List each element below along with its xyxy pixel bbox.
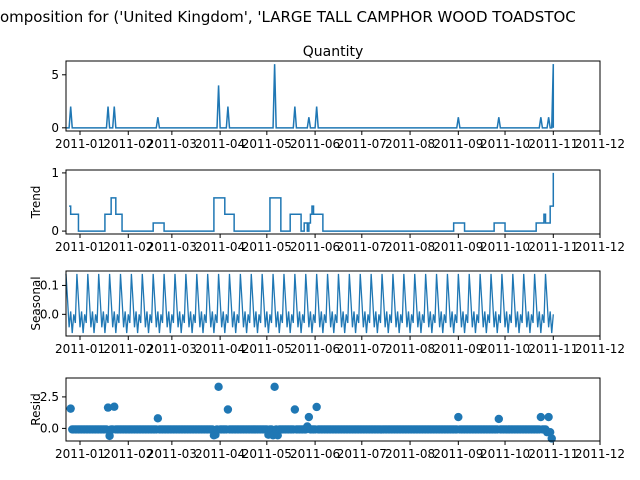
- subplot-2: Trend012011-012011-022011-032011-042011-…: [29, 166, 625, 254]
- y-tick-label: 0.0: [40, 307, 59, 321]
- plot-frame: [65, 377, 601, 442]
- scatter-point: [545, 427, 555, 437]
- y-tick-label: 0: [51, 121, 59, 135]
- x-tick-label: 2011-09: [433, 137, 483, 151]
- x-tick-label: 2011-08: [385, 447, 435, 461]
- scatter-point: [110, 402, 119, 411]
- x-tick-label: 2011-12: [575, 240, 625, 254]
- x-tick-label: 2011-01: [55, 240, 105, 254]
- x-tick-label: 2011-06: [290, 240, 340, 254]
- x-tick-label: 2011-12: [575, 447, 625, 461]
- x-tick-label: 2011-05: [242, 342, 292, 356]
- plot-frame: [65, 169, 601, 235]
- scatter-point: [536, 412, 546, 422]
- y-tick-label: 1: [51, 166, 59, 180]
- series-line: [69, 172, 555, 232]
- scatter-point: [312, 402, 321, 412]
- subplot-1: Quantity052011-012011-022011-032011-0420…: [51, 44, 625, 151]
- x-tick-label: 2011-04: [195, 447, 245, 461]
- x-tick-label: 2011-12: [575, 342, 625, 356]
- x-tick-label: 2011-09: [433, 240, 483, 254]
- y-axis-label: Resid: [29, 393, 43, 425]
- x-tick-label: 2011-07: [337, 240, 387, 254]
- x-tick-label: 2011-03: [147, 342, 197, 356]
- y-tick-label: 0.1: [40, 278, 59, 292]
- x-tick-label: 2011-11: [528, 240, 578, 254]
- subplot-4: Resid0.02.52011-012011-022011-032011-042…: [29, 377, 625, 461]
- x-tick-label: 2011-10: [480, 447, 530, 461]
- x-tick-label: 2011-05: [242, 137, 292, 151]
- scatter-point: [214, 382, 223, 392]
- series-line: [65, 273, 554, 334]
- x-tick-label: 2011-08: [385, 240, 435, 254]
- x-tick-label: 2011-03: [147, 447, 197, 461]
- scatter-point: [270, 382, 279, 392]
- y-tick-label: 0: [51, 224, 59, 238]
- y-axis-label: Trend: [29, 186, 43, 220]
- x-tick-label: 2011-02: [103, 240, 153, 254]
- x-tick-label: 2011-11: [528, 447, 578, 461]
- x-tick-label: 2011-09: [433, 447, 483, 461]
- x-tick-label: 2011-02: [103, 137, 153, 151]
- series-line: [66, 64, 555, 129]
- x-tick-label: 2011-01: [55, 137, 105, 151]
- x-tick-label: 2011-06: [290, 342, 340, 356]
- scatter-point: [494, 414, 504, 424]
- scatter-point: [304, 412, 314, 422]
- x-tick-label: 2011-07: [337, 447, 387, 461]
- y-tick-label: 2.5: [40, 390, 59, 404]
- scatter-point: [153, 414, 163, 423]
- x-tick-label: 2011-06: [290, 447, 340, 461]
- x-tick-label: 2011-05: [242, 240, 292, 254]
- subplot-title: Quantity: [303, 44, 364, 60]
- x-tick-label: 2011-05: [242, 447, 292, 461]
- plot-frame: [65, 270, 601, 337]
- scatter-point: [223, 405, 233, 414]
- scatter-point: [66, 404, 75, 413]
- x-tick-label: 2011-12: [575, 137, 625, 151]
- scatter-point: [454, 412, 463, 422]
- x-tick-label: 2011-04: [195, 342, 245, 356]
- x-tick-label: 2011-02: [103, 342, 153, 356]
- x-tick-label: 2011-10: [480, 240, 530, 254]
- x-tick-label: 2011-06: [290, 137, 340, 151]
- x-tick-label: 2011-08: [385, 342, 435, 356]
- x-tick-label: 2011-07: [337, 342, 387, 356]
- x-tick-label: 2011-03: [147, 240, 197, 254]
- x-tick-label: 2011-10: [480, 137, 530, 151]
- x-tick-label: 2011-08: [385, 137, 435, 151]
- x-tick-label: 2011-02: [103, 447, 153, 461]
- y-tick-label: 0.0: [40, 421, 59, 435]
- x-tick-label: 2011-04: [195, 137, 245, 151]
- x-tick-label: 2011-01: [55, 342, 105, 356]
- x-tick-label: 2011-11: [528, 342, 578, 356]
- scatter-point: [290, 405, 300, 414]
- x-tick-label: 2011-03: [147, 137, 197, 151]
- x-tick-label: 2011-04: [195, 240, 245, 254]
- subplot-3: Seasonal0.00.12011-012011-022011-032011-…: [29, 270, 625, 356]
- plot-frame: [65, 60, 601, 132]
- x-tick-label: 2011-01: [55, 447, 105, 461]
- scatter-point: [544, 412, 553, 422]
- scatter-point: [105, 431, 114, 441]
- x-tick-label: 2011-10: [480, 342, 530, 356]
- x-tick-label: 2011-11: [528, 137, 578, 151]
- scatter-point: [103, 403, 113, 412]
- y-tick-label: 5: [51, 68, 59, 82]
- x-tick-label: 2011-09: [433, 342, 483, 356]
- x-tick-label: 2011-07: [337, 137, 387, 151]
- y-axis-label: Seasonal: [29, 276, 43, 330]
- figure-suptitle: omposition for ('United Kingdom', 'LARGE…: [0, 8, 576, 26]
